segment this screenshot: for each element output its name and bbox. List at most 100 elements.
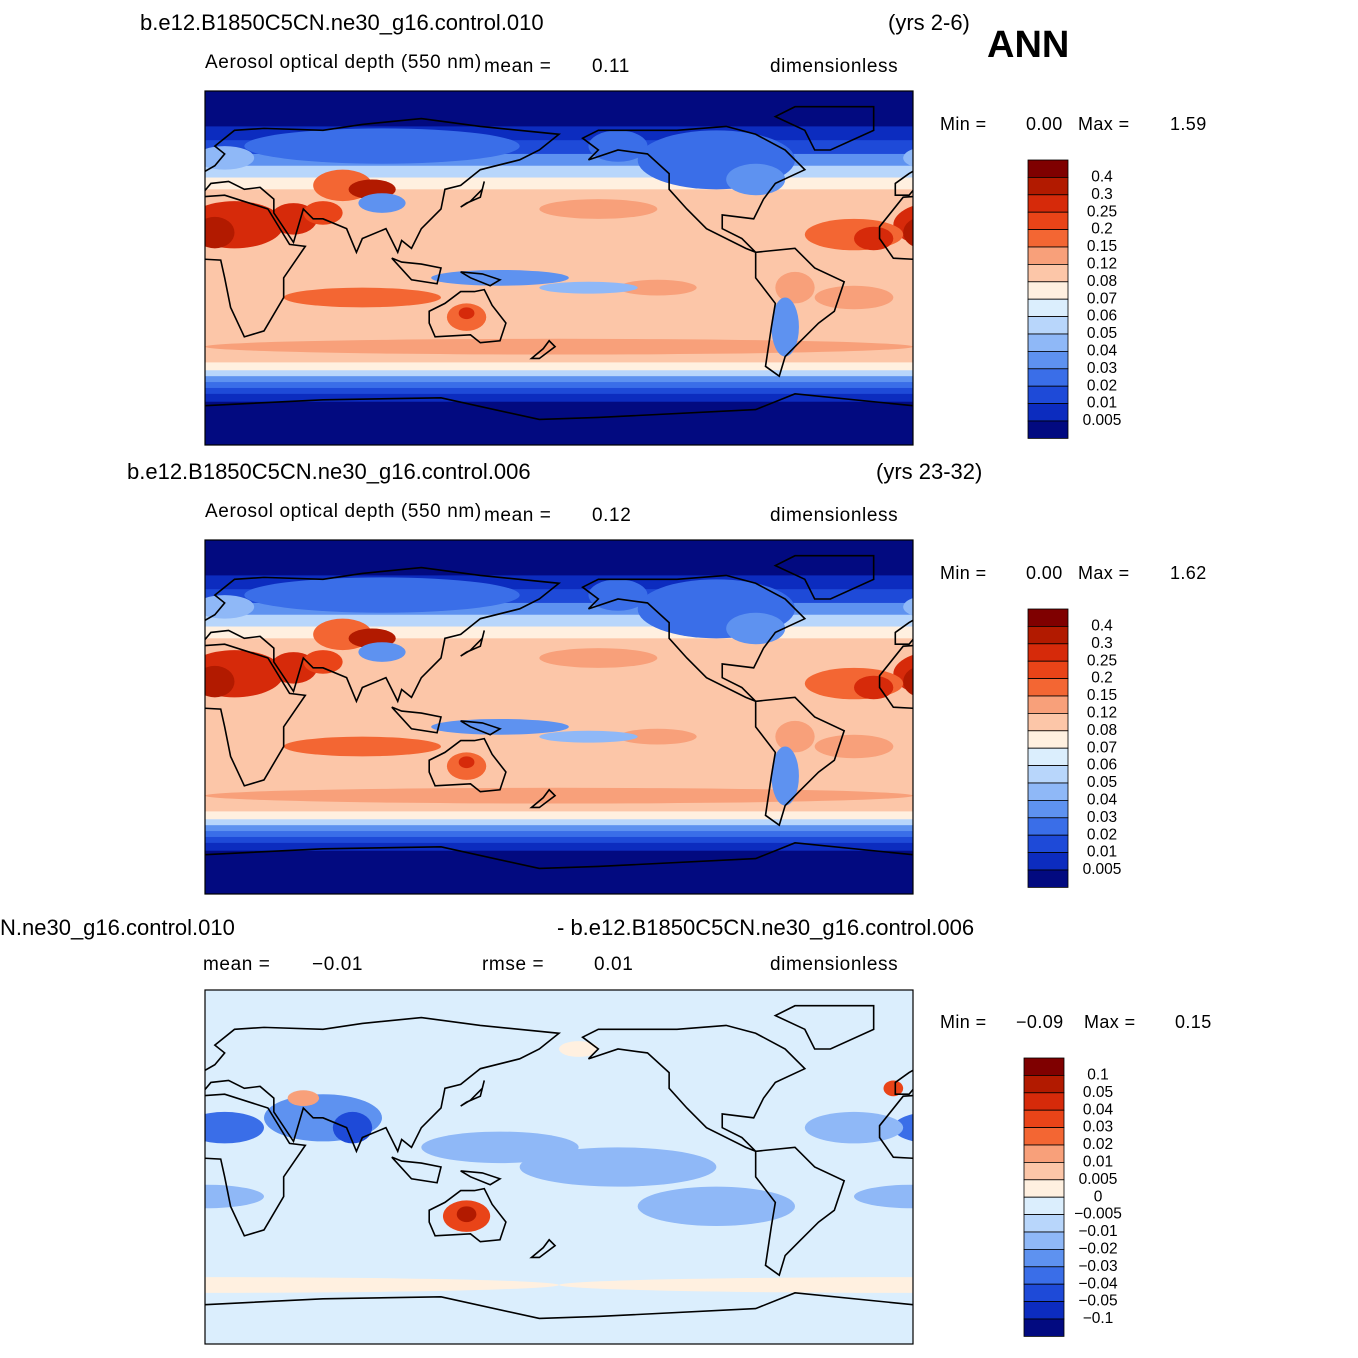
colorbar-box: [1023, 1214, 1065, 1233]
colorbar-box: [1023, 1162, 1065, 1181]
colorbar-label: 0.005: [1083, 412, 1122, 429]
colorbar-label: 0.04: [1087, 791, 1118, 808]
coastline: [391, 1156, 442, 1184]
colorbar-label: −0.04: [1078, 1275, 1118, 1292]
colorbar-box: [1023, 1057, 1065, 1076]
colorbar-label: 0.3: [1091, 186, 1113, 203]
colorbar-box: [1027, 695, 1069, 714]
min-value: −0.09: [1016, 1012, 1064, 1032]
map-field: [1167, 307, 1183, 319]
colorbar-box: [1023, 1283, 1065, 1302]
map-field: [205, 216, 235, 249]
variable-name: Aerosol optical depth (550 nm): [205, 501, 482, 522]
colorbar-label: −0.1: [1083, 1310, 1114, 1327]
colorbar-label: −0.02: [1078, 1240, 1117, 1257]
colorbar-label: 0.4: [1091, 168, 1113, 185]
colorbar-box: [1023, 1075, 1065, 1094]
map-field: [303, 650, 343, 674]
map-field: [456, 1206, 477, 1223]
map-field: [978, 203, 1025, 234]
map-field: [244, 128, 520, 164]
map-field: [18, 164, 77, 195]
coastline: [1239, 790, 1263, 808]
colorbar-label: 0.02: [1087, 377, 1117, 394]
colorbar-box: [1027, 643, 1069, 662]
mean-label: mean =: [484, 505, 552, 526]
coastline: [391, 706, 442, 734]
map-field: [287, 1090, 320, 1107]
map-field: [996, 1090, 1027, 1106]
map-field: [992, 737, 1149, 757]
map-field: [283, 287, 441, 308]
map-field: [205, 1111, 264, 1144]
colorbar-label: 0.05: [1087, 774, 1117, 791]
colorbar-box: [1023, 1109, 1065, 1128]
map-field: [814, 734, 894, 759]
map-field: [1139, 719, 1277, 735]
map-field: [0, 579, 87, 638]
years-label: (yrs 23-32): [876, 459, 982, 484]
mean-value: 0.11: [592, 56, 630, 77]
map-band: [205, 393, 913, 403]
map-field: [978, 652, 1025, 683]
map-field: [107, 286, 186, 310]
units: dimensionless: [770, 56, 898, 77]
coastline: [1169, 1171, 1208, 1185]
max-label: Max =: [1078, 563, 1130, 583]
colorbar-box: [1023, 1231, 1065, 1250]
coastline: [391, 257, 442, 285]
colorbar-box: [1023, 1266, 1065, 1285]
coastline: [460, 1170, 502, 1186]
colorbar-label: 0.12: [1087, 704, 1117, 721]
map-field: [97, 219, 195, 250]
coastline: [529, 788, 557, 809]
map-field: [431, 718, 569, 735]
coastline: [754, 696, 846, 827]
map-field: [854, 1184, 913, 1209]
map-field: [1129, 1132, 1286, 1163]
colorbar-box: [1027, 852, 1069, 871]
colorbar-box: [1027, 263, 1069, 283]
map-field: [97, 668, 195, 699]
map-field: [0, 1187, 87, 1226]
map-field: [903, 598, 913, 616]
map-band: [205, 370, 913, 377]
colorbar-box: [1027, 281, 1069, 300]
colorbar-label: 0.04: [1087, 342, 1118, 359]
coastline: [460, 181, 486, 208]
map-band: [205, 362, 913, 371]
coastline: [1239, 1240, 1263, 1258]
colorbar-box: [1027, 660, 1069, 680]
coastline: [1169, 272, 1208, 286]
coastline: [1239, 341, 1263, 359]
colorbar-label: 0.08: [1087, 722, 1117, 739]
max-value: 1.59: [1170, 114, 1207, 134]
map-field: [1155, 752, 1194, 780]
map-frame: [204, 989, 914, 1345]
map-band: [205, 836, 913, 844]
colorbar-label: 0.15: [1087, 238, 1117, 255]
colorbar-box: [1023, 1179, 1065, 1198]
colorbar-label: 0.1: [1087, 1066, 1109, 1083]
map-field: [559, 1277, 913, 1293]
colorbar-label: 0.12: [1087, 255, 1117, 272]
map-field: [1167, 756, 1183, 768]
colorbar-label: 0.2: [1091, 221, 1113, 238]
coastline: [0, 575, 97, 701]
map-field: [146, 676, 185, 700]
rmse-value: 0.01: [594, 954, 633, 975]
coastline: [48, 697, 137, 825]
map-field: [539, 648, 658, 668]
map-band: [205, 376, 913, 383]
colorbar-box: [1027, 159, 1069, 178]
coastline: [205, 643, 307, 787]
map-field: [146, 227, 185, 251]
colorbar-label: 0.01: [1087, 844, 1117, 861]
coastline: [205, 1016, 562, 1154]
colorbar-label: −0.01: [1078, 1223, 1117, 1240]
coastline: [894, 1069, 913, 1096]
map-field: [814, 285, 894, 310]
map-field: [539, 730, 638, 743]
colorbar-box: [1023, 1301, 1065, 1320]
coastline: [205, 117, 562, 255]
